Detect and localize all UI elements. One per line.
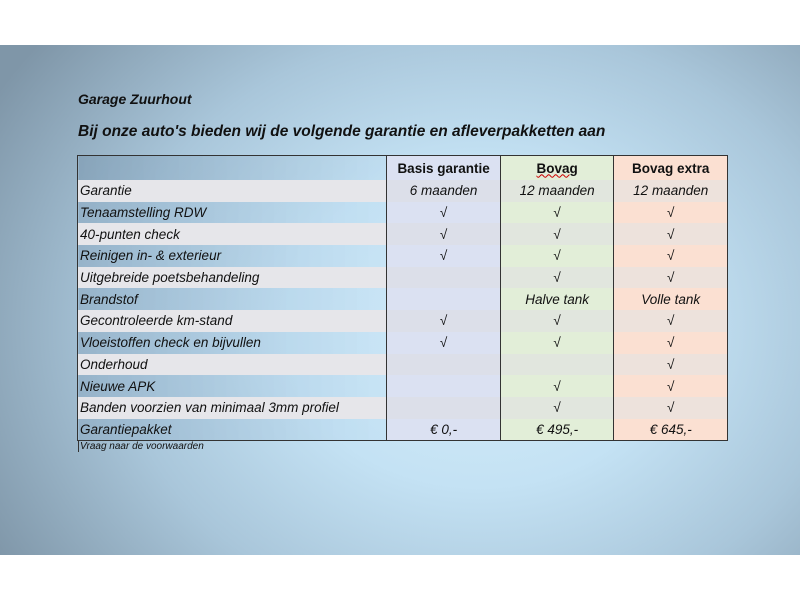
table-row: Banden voorzien van minimaal 3mm profiel… [77,396,728,419]
table-row: Brandstof Halve tank Volle tank [77,288,728,311]
row-label: 40-punten check [77,223,387,246]
footnote: Vraag naar de voorwaarden [78,441,204,452]
row-value: √ [613,353,728,376]
row-value: 6 maanden [386,180,501,202]
row-value: Volle tank [613,288,728,311]
header-cell-empty [77,155,387,180]
row-value: √ [499,331,614,354]
row-label: Vloeistoffen check en bijvullen [77,331,387,354]
row-value: √ [386,245,501,267]
row-value [386,375,501,397]
header-row: Basis garantie Bovag Bovag extra [77,155,728,180]
row-label: Garantie [77,180,387,202]
header-bovag-text: Bovag [536,160,578,176]
table-row: Tenaamstelling RDW √ √ √ [77,201,728,224]
row-label: Gecontroleerde km-stand [77,310,387,332]
row-label: Tenaamstelling RDW [77,201,387,224]
page-subtitle: Bij onze auto's bieden wij de volgende g… [78,123,606,140]
row-value: 12 maanden [613,180,728,202]
row-label: Onderhoud [77,353,387,376]
page-title: Garage Zuurhout [78,91,192,107]
header-bovag-extra-text: Bovag extra [632,160,710,176]
row-value [386,288,501,311]
row-value: √ [613,266,728,289]
table-row: 40-punten check √ √ √ [77,223,728,246]
table-row: Garantiepakket € 0,- € 495,- € 645,- [77,418,728,441]
row-label: Brandstof [77,288,387,311]
table-row: Reinigen in- & exterieur √ √ √ [77,245,728,267]
row-value: √ [499,223,614,246]
table-row: Gecontroleerde km-stand √ √ √ [77,310,728,332]
table-row: Uitgebreide poetsbehandeling √ √ [77,266,728,289]
header-bovag-extra: Bovag extra [613,155,728,180]
row-value: € 645,- [613,418,728,441]
row-value: √ [386,331,501,354]
row-label: Uitgebreide poetsbehandeling [77,266,387,289]
table-row: Nieuwe APK √ √ [77,375,728,397]
row-value: √ [613,245,728,267]
row-label: Banden voorzien van minimaal 3mm profiel [77,396,387,419]
row-value: √ [613,223,728,246]
row-value: € 495,- [499,418,614,441]
comparison-table: Basis garantie Bovag Bovag extra Garanti… [77,155,728,442]
row-value: Halve tank [499,288,614,311]
row-value: √ [613,396,728,419]
row-value [386,396,501,419]
row-value: € 0,- [386,418,501,441]
row-value: √ [499,375,614,397]
row-value: √ [386,223,501,246]
row-value: √ [386,310,501,332]
table-row: Onderhoud √ [77,353,728,376]
table-row: Vloeistoffen check en bijvullen √ √ √ [77,331,728,354]
row-value: √ [613,375,728,397]
row-value: √ [613,201,728,224]
row-value: √ [386,201,501,224]
row-value: √ [499,396,614,419]
row-value [386,353,501,376]
row-value [499,353,614,376]
row-label: Reinigen in- & exterieur [77,245,387,267]
table-row: Garantie 6 maanden 12 maanden 12 maanden [77,180,728,202]
row-value: √ [499,245,614,267]
row-value: √ [613,331,728,354]
row-value: √ [499,310,614,332]
row-label: Nieuwe APK [77,375,387,397]
row-value: √ [499,266,614,289]
row-value: √ [499,201,614,224]
row-label: Garantiepakket [77,418,387,441]
row-value: 12 maanden [499,180,614,202]
row-value: √ [613,310,728,332]
header-basis-garantie: Basis garantie [386,155,501,180]
header-bovag: Bovag [499,155,614,180]
row-value [386,266,501,289]
